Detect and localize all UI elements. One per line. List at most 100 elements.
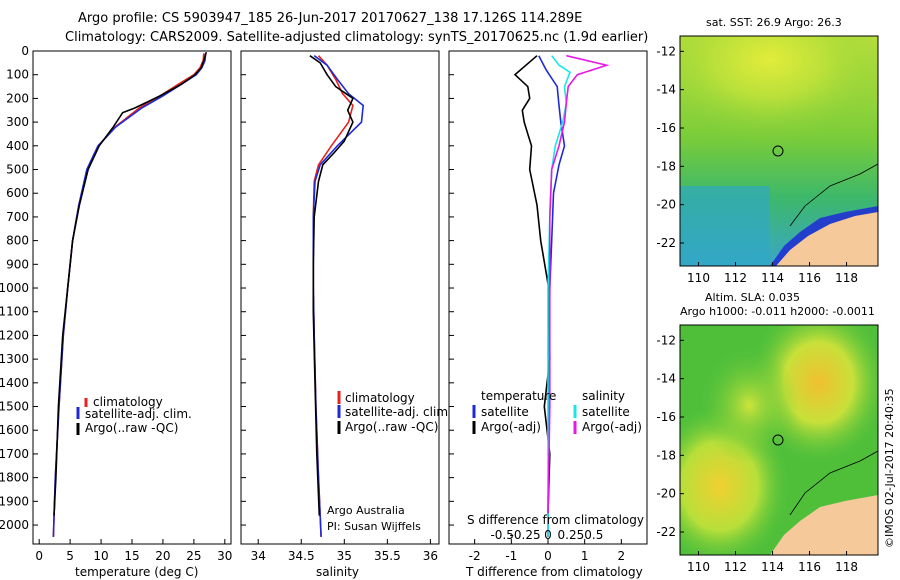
lon-tick-label: 116 [798,271,821,285]
difference-x-axis: -2 -1 0 1 2 [469,539,625,563]
legend-label-t-satellite: satellite [481,405,529,419]
series-line-argo-adj- [547,54,610,514]
bathymetry-contour [789,163,878,227]
sst-latitude-axis: -12 -14 -16 -18 -20 -22 [656,44,684,250]
series-line-argo-raw-qc- [53,51,208,516]
x-tick-label: 25 [186,549,201,563]
legend-label-s-satellite: satellite [582,405,630,419]
lon-tick-label: 112 [724,560,747,574]
y-tick-label: 200 [6,91,29,105]
x-tick-label: 0 [544,549,552,563]
lat-tick-label: -14 [656,372,676,386]
temperature-xlabel: temperature (deg C) [75,565,198,579]
bathymetry-contour [789,450,878,516]
x-tick-label: -1 [505,549,517,563]
difference-legend: temperature satellite Argo(-adj) salinit… [472,389,642,434]
salinity-axes-frame [240,50,440,545]
x-tick-label: 36 [423,549,438,563]
header-line1: Argo profile: CS 5903947_185 26-Jun-2017… [78,11,582,26]
sst-map-title: sat. SST: 26.9 Argo: 26.3 [706,16,842,29]
sla-map-panel: Altim. SLA: 0.035 Argo h1000: -0.011 h20… [656,291,879,574]
x-tick-label: 20 [155,549,170,563]
argo-position-marker [772,145,784,157]
salinity-profile-panel: 34 34.5 35 35.5 36 climatology satellite-adj… [240,50,452,579]
argo-position-marker [772,434,784,446]
top-tick-label: 0 [544,528,552,542]
lon-tick-label: 118 [835,560,858,574]
sst-map-image [680,36,878,266]
legend-heading-salinity: salinity [582,389,625,403]
lat-tick-label: -20 [656,487,676,501]
salinity-x-axis: 34 34.5 35 35.5 36 [251,539,438,563]
x-tick-label: 5 [66,549,74,563]
lon-tick-label: 110 [687,560,710,574]
sst-map-panel: sat. SST: 26.9 Argo: 26.3 [656,16,879,285]
sst-longitude-axis: 110 112 114 116 118 [687,262,858,285]
lat-tick-label: -18 [656,159,676,173]
legend-label-climatology: climatology [345,391,415,405]
lat-tick-label: -22 [656,236,676,250]
sla-latitude-axis: -12 -14 -16 -18 -20 -22 [656,333,684,539]
legend-label-argo: Argo(..raw -QC) [85,421,178,435]
lon-tick-label: 110 [687,271,710,285]
y-tick-label: 1300 [0,352,29,366]
y-tick-label: 300 [6,115,29,129]
lat-tick-label: -22 [656,525,676,539]
y-tick-label: 100 [6,68,29,82]
x-tick-label: 2 [618,549,626,563]
y-tick-label: 1700 [0,447,29,461]
temperature-x-axis: 0 5 10 15 20 25 30 [35,539,232,563]
x-tick-label: 1 [581,549,589,563]
y-tick-label: 1500 [0,400,29,414]
x-tick-label: 35 [337,549,352,563]
legend-heading-temperature: temperature [481,389,556,403]
lon-tick-label: 114 [761,271,784,285]
lon-tick-label: 114 [761,560,784,574]
legend-label-s-argo: Argo(-adj) [582,420,642,434]
top-tick-label: -0.25 [510,528,541,542]
legend-label-satellite: satellite-adj. clim. [345,405,452,419]
top-tick-label: -0.5 [490,528,513,542]
x-tick-label: 30 [217,549,232,563]
sst-map-frame [679,35,879,267]
salinity-depth-ticks [241,50,246,526]
lat-tick-label: -16 [656,121,676,135]
header-line2: Climatology: CARS2009. Satellite-adjuste… [65,30,648,45]
x-tick-label: 0 [35,549,43,563]
salinity-xlabel: salinity [316,565,359,579]
temperature-profile-panel: 0100200300400500600700800900100011001200… [0,44,232,579]
y-tick-label: 1600 [0,423,29,437]
sst-cool-region [680,186,770,266]
y-tick-label: 1100 [0,305,29,319]
sst-warm-region [680,36,878,166]
top-tick-label: 0.25 [558,528,585,542]
x-tick-label: 34 [251,549,266,563]
series-line-satellite [547,55,571,537]
lat-tick-label: -12 [656,44,676,58]
lat-tick-label: -20 [656,198,676,212]
top-tick-label: 0.5 [584,528,603,542]
difference-xlabel: T difference from climatology [465,565,643,579]
lon-tick-label: 112 [724,271,747,285]
temperature-series [52,51,208,537]
land-fill [770,495,878,555]
y-tick-label: 800 [6,234,29,248]
annotation-argo-australia: Argo Australia [327,504,405,517]
x-tick-label: 34.5 [288,549,315,563]
sla-map-subtitle: Argo h1000: -0.011 h2000: -0.0011 [680,305,875,318]
lon-tick-label: 118 [835,271,858,285]
legend-label-argo: Argo(..raw -QC) [345,420,438,434]
x-tick-label: 35.5 [374,549,401,563]
x-tick-label: 15 [124,549,139,563]
difference-series [513,54,610,537]
lat-tick-label: -14 [656,83,676,97]
temperature-axes-frame [32,50,232,545]
difference-depth-ticks [449,50,454,526]
y-tick-label: 500 [6,163,29,177]
sla-map-image [680,325,878,555]
credit-text: ©IMOS 02-Jul-2017 20:40:35 [883,388,896,548]
x-tick-label: -2 [469,549,481,563]
y-tick-label: 2000 [0,518,29,532]
difference-title: S difference from climatology [467,513,644,527]
